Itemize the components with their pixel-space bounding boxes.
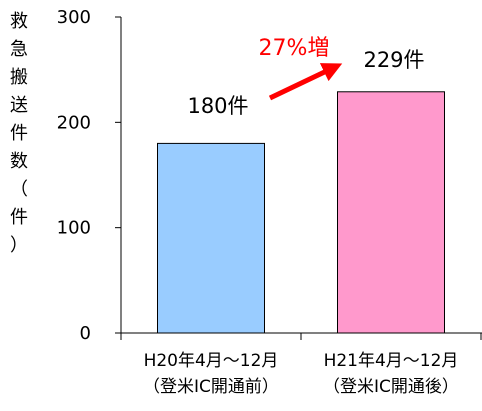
x-category-label-h20: H20年4月～12月 （登米IC開通前） (121, 348, 301, 400)
y-tick-label-200: 200 (57, 112, 91, 133)
y-tick-label-300: 300 (57, 7, 91, 28)
bar-0 (157, 142, 265, 334)
x-category-line1: H21年4月～12月 (323, 351, 459, 371)
y-axis-label: 救急搬送件数（件） (10, 11, 28, 256)
increase-annotation: 27%増 (259, 36, 330, 61)
x-category-line2: （登米IC開通後） (323, 377, 459, 397)
bar-value-label-1: 229件 (363, 48, 424, 72)
y-tick-label-100: 100 (57, 218, 91, 239)
increase-arrow (268, 63, 343, 101)
x-category-line1: H20年4月～12月 (143, 351, 279, 371)
bar-value-label-0: 180件 (187, 94, 248, 118)
bar-1 (337, 91, 445, 334)
y-tick-label-0: 0 (80, 323, 91, 344)
x-category-label-h21: H21年4月～12月 （登米IC開通後） (301, 348, 481, 400)
x-category-line2: （登米IC開通前） (143, 377, 279, 397)
